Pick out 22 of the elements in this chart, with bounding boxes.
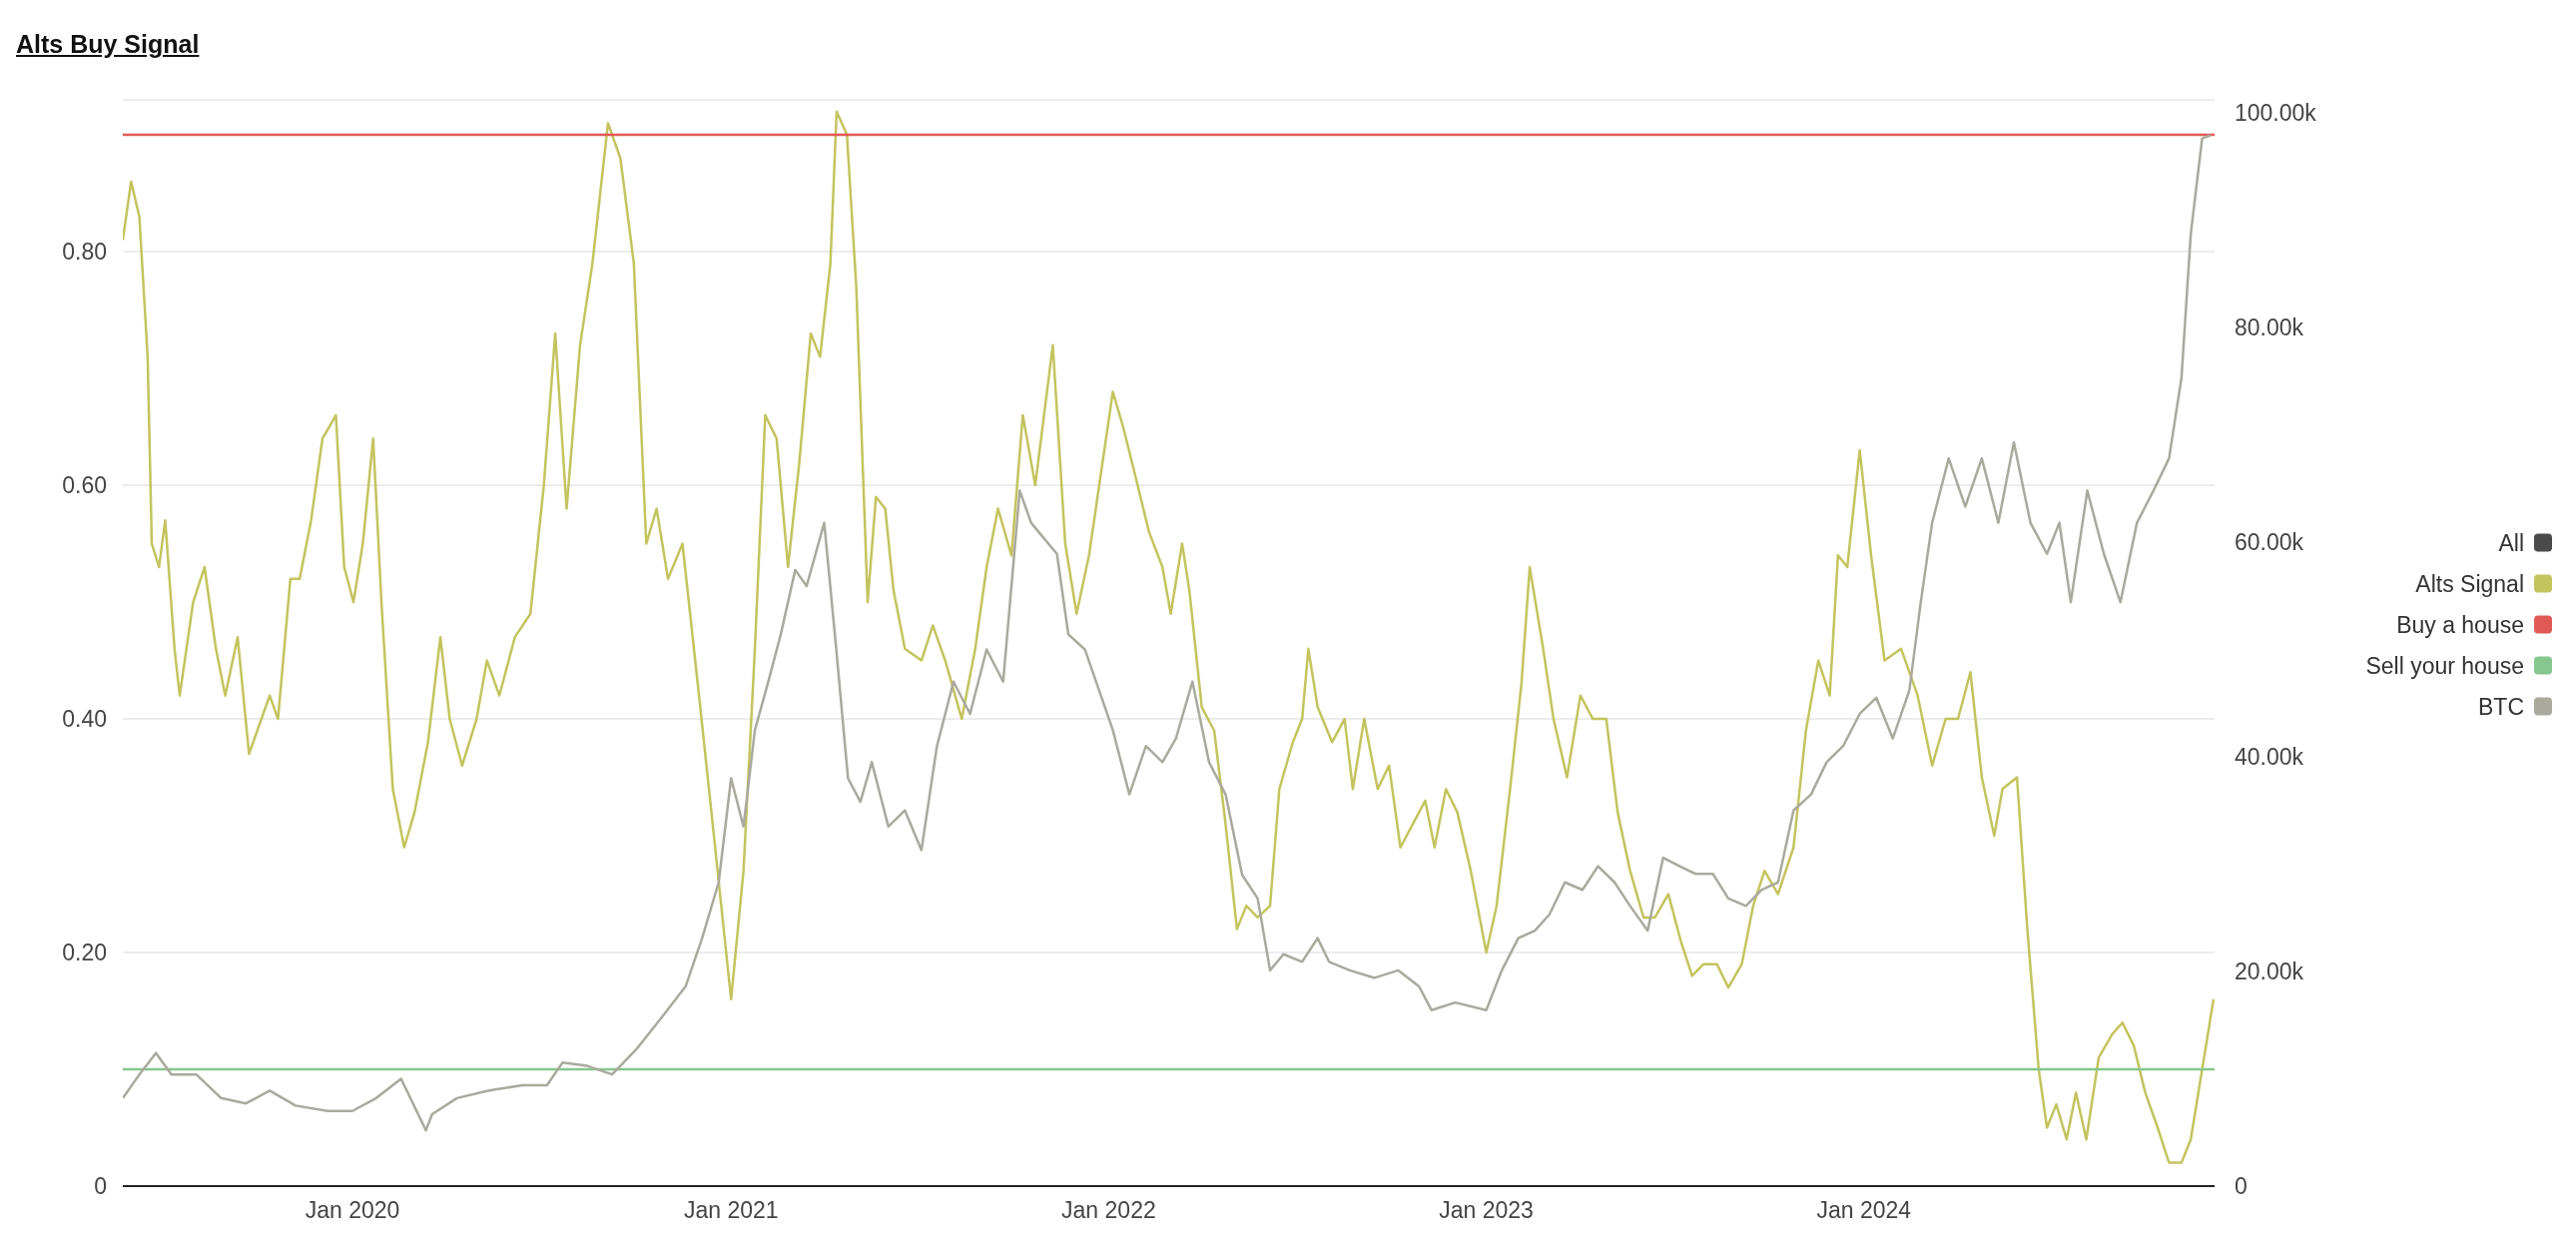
legend-label: BTC xyxy=(2478,693,2524,720)
y-tick-label: 0.40 xyxy=(62,706,107,733)
y-tick-label: 0 xyxy=(94,1173,107,1200)
y2-tick-label: 0 xyxy=(2235,1173,2248,1200)
y2-tick-label: 100.00k xyxy=(2235,100,2317,127)
legend-label: All xyxy=(2498,529,2524,556)
y-tick-label: 0.80 xyxy=(62,239,107,266)
y2-tick-label: 60.00k xyxy=(2235,529,2304,556)
y2-tick-label: 20.00k xyxy=(2235,958,2304,985)
x-tick-label: Jan 2021 xyxy=(683,1197,779,1224)
y-tick-label: 0.20 xyxy=(62,940,107,966)
y2-tick-label: 40.00k xyxy=(2235,744,2304,771)
x-tick-label: Jan 2020 xyxy=(305,1197,400,1224)
legend-label: Sell your house xyxy=(2365,652,2524,679)
legend-label: Alts Signal xyxy=(2415,570,2524,597)
y2-tick-label: 80.00k xyxy=(2235,314,2304,341)
y-tick-label: 0.60 xyxy=(62,472,107,499)
x-tick-label: Jan 2024 xyxy=(1816,1197,1912,1224)
legend-label: Buy a house xyxy=(2396,611,2524,638)
chart-title: Alts Buy Signal xyxy=(16,30,200,59)
x-tick-label: Jan 2023 xyxy=(1439,1197,1534,1224)
x-tick-label: Jan 2022 xyxy=(1061,1197,1156,1224)
